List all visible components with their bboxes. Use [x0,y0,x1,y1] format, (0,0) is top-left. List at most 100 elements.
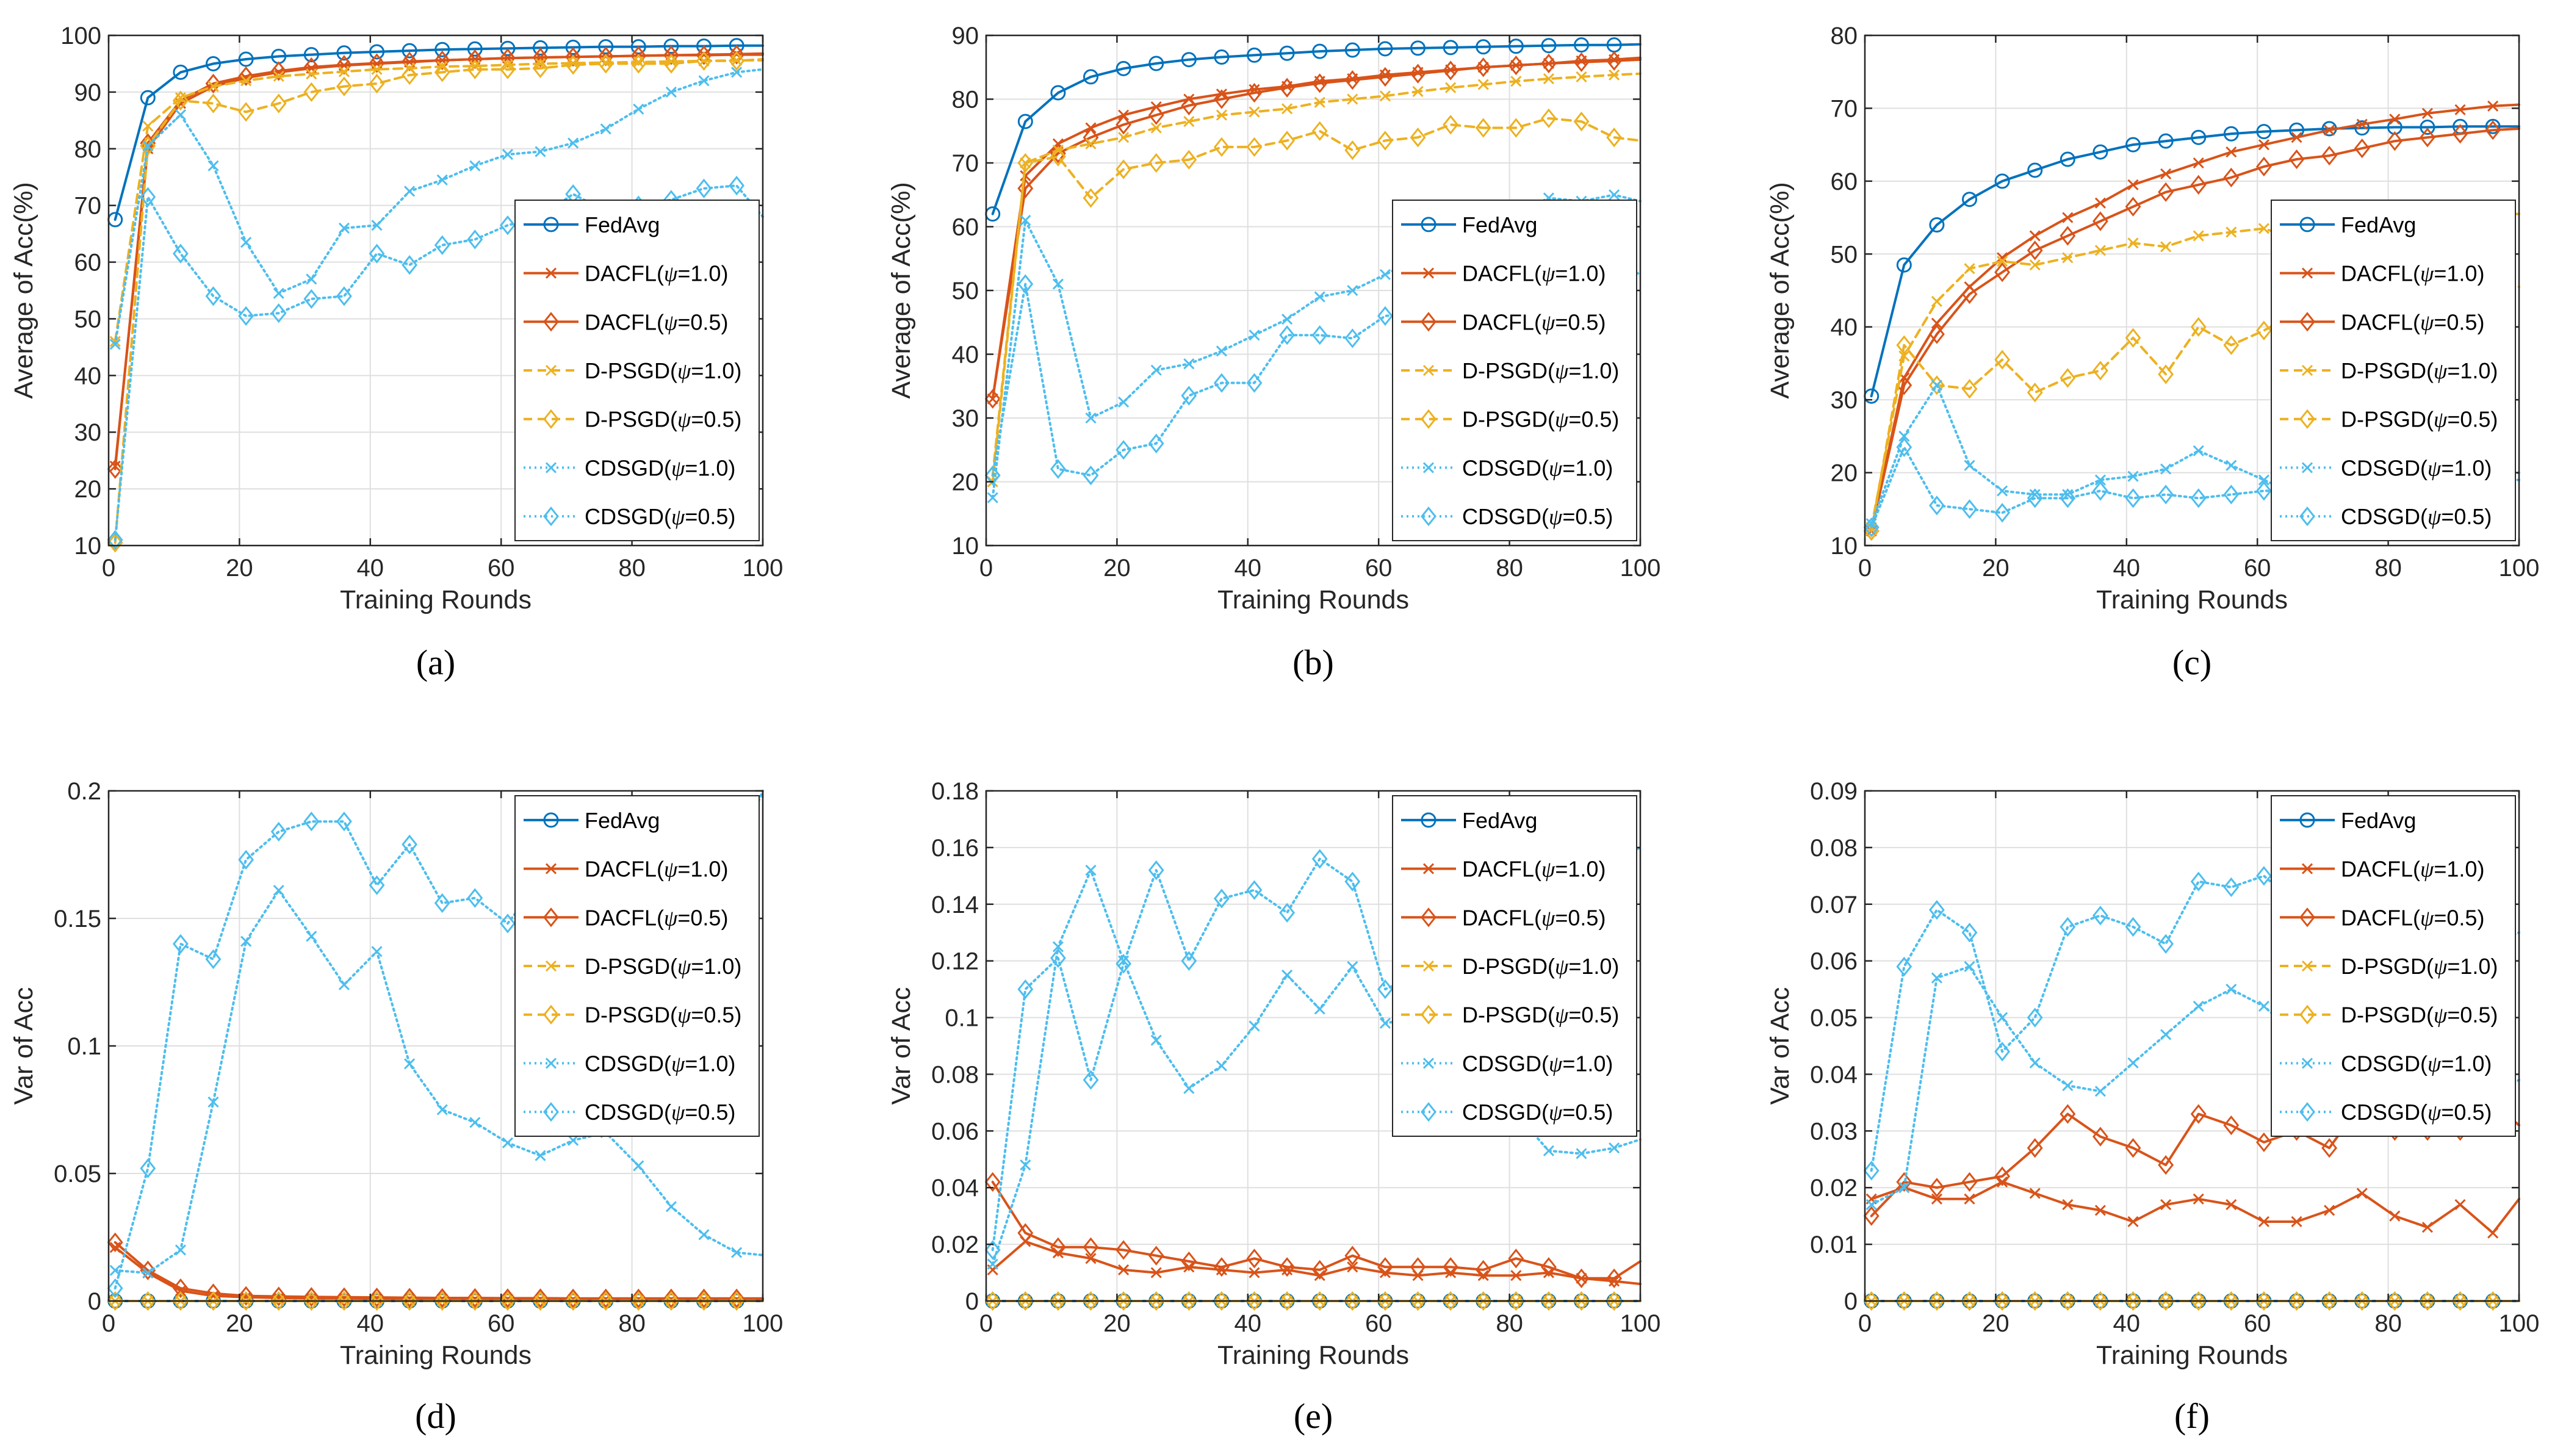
x-tick-label: 60 [488,555,515,582]
data-point [1118,132,1130,143]
data-point [1050,143,1066,164]
legend-marker-x [2301,863,2313,874]
y-tick-label: 0.02 [1810,1175,1858,1202]
x-tick-label: 20 [1982,555,2010,582]
data-point [633,1160,644,1172]
data-point [1344,140,1361,160]
data-point [402,1288,418,1308]
data-point [2125,137,2141,153]
x-tick-label: 80 [2374,555,2402,582]
y-tick-label: 80 [74,136,102,163]
data-point [1377,1257,1393,1277]
data-point [2485,120,2501,140]
data-point [2062,252,2074,264]
data-point [2158,485,2174,505]
legend-marker-x [545,863,557,874]
data-point [338,222,350,234]
x-tick-label: 40 [357,1310,384,1337]
data-point [2452,1291,2468,1311]
chart-panel-c: 10 20 30 40 50 60 70 80 0 20 40 60 80 100 Training Rou… [1765,23,2539,682]
data-point [1017,1223,1034,1243]
legend: FedAvg DACFL(ψ=1.0) DACFL(ψ=0.5) D-PSGD(ψ=1… [1392,200,1637,541]
x-tick-label: 60 [2244,1310,2271,1337]
legend-item-cdsgd-psi-0-5: CDSGD(ψ=0.5) [524,1100,735,1125]
legend-item-d-psgd-psi-1-0: D-PSGD(ψ=1.0) [2280,358,2498,383]
data-point [2387,1291,2403,1311]
legend-label: D-PSGD(ψ=1.0) [2341,954,2498,979]
data-point [303,57,320,77]
data-point [1213,888,1230,909]
y-tick-label: 60 [952,214,979,241]
data-point [565,47,582,67]
data-point [1118,1264,1130,1275]
y-tick-label: 0.2 [67,778,101,805]
data-point [1213,1257,1230,1277]
data-point [1410,128,1426,148]
legend-marker-x [1422,462,1435,474]
data-point [2190,871,2207,892]
legend-label: D-PSGD(ψ=0.5) [1462,407,1619,432]
legend-label: CDSGD(ψ=1.0) [1462,1051,1613,1076]
chart-panel-f: 0 0.01 0.02 0.03 0.04 0.05 0.06 0.07 0.08 0.09 0 20… [1765,778,2539,1436]
data-point [1931,295,1942,307]
y-tick-label: 0 [965,1288,979,1315]
series-dacfl-psi-0-5 [107,1232,764,1308]
data-point [1931,380,1942,391]
data-point [1311,73,1328,93]
data-point [2027,1007,2043,1028]
data-point [1083,128,1099,148]
data-point [1020,170,1031,181]
y-tick-label: 40 [74,362,102,389]
data-point [2356,118,2368,130]
data-point [107,459,123,479]
data-point [1576,1148,1587,1159]
legend-item-d-psgd-psi-0-5: D-PSGD(ψ=0.5) [524,1003,741,1028]
x-tick-label: 80 [1496,555,1523,582]
data-point [338,66,350,77]
data-point [369,44,385,60]
data-point [2127,1057,2139,1069]
data-point [434,1291,450,1311]
chart-panel-e: 0 0.02 0.04 0.06 0.08 0.1 0.12 0.14 0.16 0.18 0 20 4… [887,778,1660,1436]
series-dacfl-psi-0-5 [984,1172,1642,1288]
data-point [2226,460,2237,471]
y-axis-label: Average of Acc(%) [1765,182,1795,398]
data-point [502,149,513,160]
x-tick-label: 0 [102,555,115,582]
data-point [2387,131,2403,151]
legend-marker-x [545,1058,557,1069]
x-axis-label: Training Rounds [340,1341,532,1370]
legend-item-d-psgd-psi-0-5: D-PSGD(ψ=0.5) [2280,407,2498,432]
data-point [369,73,385,94]
data-point [2255,481,2272,501]
y-axis-label: Var of Acc [887,987,916,1105]
y-tick-label: 0.01 [1810,1231,1858,1258]
data-point [2389,1210,2401,1222]
data-point [1997,485,2008,497]
data-point [238,102,254,122]
legend-item-cdsgd-psi-1-0: CDSGD(ψ=1.0) [2280,1051,2492,1076]
data-point [1540,1291,1557,1311]
legend-marker-diamond [2299,907,2315,928]
data-point [2160,463,2172,475]
x-tick-label: 100 [743,1310,784,1337]
data-point [1347,284,1358,297]
data-point [1377,67,1393,87]
legend-marker-x [1422,364,1435,377]
legend-marker-diamond [543,907,559,928]
data-point [107,1291,123,1311]
data-point [2258,1216,2269,1228]
data-point [1964,960,1975,973]
data-point [2027,488,2043,508]
data-point [1085,864,1097,876]
data-point [1379,90,1391,102]
legend-marker-diamond [543,506,559,527]
data-point [1183,1083,1195,1094]
data-point [499,48,516,68]
x-tick-label: 60 [488,1310,515,1337]
legend-item-cdsgd-psi-1-0: CDSGD(ψ=1.0) [2280,455,2492,480]
legend-item-d-psgd-psi-0-5: D-PSGD(ψ=0.5) [1401,407,1619,432]
legend-label: D-PSGD(ψ=0.5) [585,407,741,432]
data-point [140,1158,156,1178]
x-tick-label: 100 [2499,1310,2540,1337]
